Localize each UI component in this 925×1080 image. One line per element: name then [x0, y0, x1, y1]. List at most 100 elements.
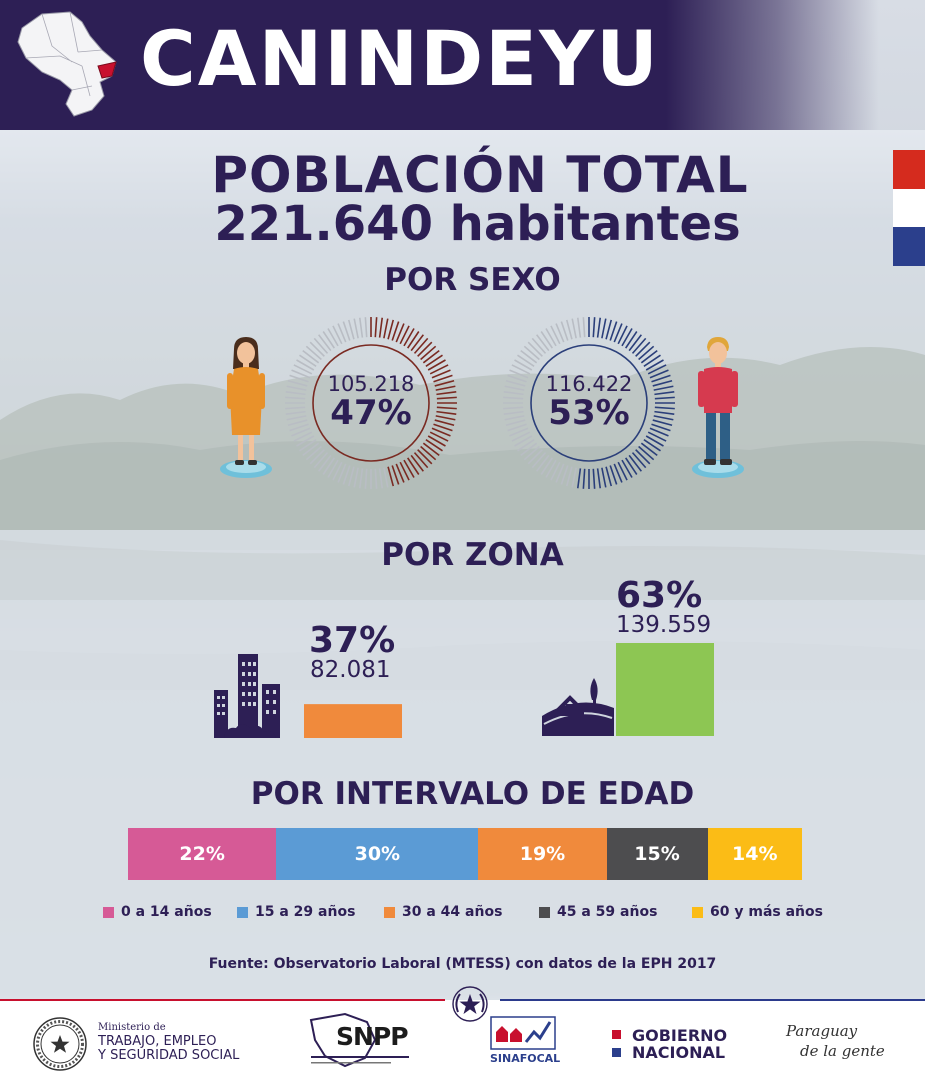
section-title-zone: POR ZONA: [381, 537, 564, 573]
donut-female-tick: [378, 317, 384, 338]
donut-male-tick: [517, 439, 535, 452]
donut-female-tick: [407, 457, 420, 475]
donut-female-tick: [420, 345, 437, 361]
donut-male-tick: [509, 427, 529, 437]
donut-female-tick: [435, 415, 456, 421]
donut-male-tick: [654, 396, 675, 400]
donut-male-tick: [503, 396, 524, 400]
rural-percent: 63%: [616, 575, 703, 616]
donut-male-tick: [628, 454, 642, 472]
donut-female-tick: [436, 410, 457, 416]
donut-female-tick: [342, 465, 351, 485]
donut-male-tick: [621, 459, 633, 478]
donut-male-tick: [640, 350, 658, 364]
donut-male-tick: [507, 374, 527, 383]
donut-label-female: 105.218 47%: [286, 372, 456, 430]
footer-divider-red: [0, 999, 445, 1001]
donut-female-tick: [413, 452, 429, 469]
rural-count: 139.559: [616, 612, 712, 638]
donut-male-tick: [540, 457, 553, 475]
donut-male-tick: [647, 364, 667, 375]
legend-swatch: [539, 906, 550, 918]
woman-figure-icon: [220, 337, 272, 478]
donut-female-tick: [374, 468, 378, 489]
donut-male-tick: [514, 359, 533, 371]
donut-female-tick: [342, 321, 351, 341]
donut-female-tick: [285, 410, 306, 416]
legend-item-1: 0 a 14 años: [103, 904, 212, 920]
donut-male-tick: [638, 345, 655, 361]
donut-male-tick: [601, 318, 607, 339]
donut-female-tick: [435, 385, 456, 391]
donut-female-tick: [332, 325, 343, 345]
donut-female-tick: [395, 323, 405, 343]
age-legend: 0 a 14 años 15 a 29 años 30 a 44 años 45 a …: [0, 904, 925, 924]
donut-male-tick: [505, 379, 526, 387]
donut-male-tick: [536, 454, 550, 472]
donut-chart-male: [503, 317, 675, 489]
age-segment-2: 30%: [276, 828, 479, 880]
donut-male-tick: [605, 466, 613, 487]
age-segment-3: 19%: [478, 828, 607, 880]
donut-female-tick: [327, 459, 339, 478]
donut-female-tick: [434, 419, 455, 427]
donut-female-tick: [285, 390, 306, 396]
zone-bar-chart: [304, 643, 714, 738]
donut-male-tick: [565, 319, 573, 340]
donut-male-tick: [523, 345, 540, 361]
gobierno-blue-square: [612, 1048, 621, 1057]
donut-male-tick: [605, 319, 613, 340]
donut-female-tick: [302, 442, 320, 456]
donut-female-tick: [299, 354, 317, 367]
donut-female-tick: [429, 431, 449, 442]
donut-female-tick: [296, 359, 315, 371]
age-segment-1: 22%: [128, 828, 277, 880]
donut-male-tick: [631, 452, 647, 469]
population-total: 221.640 habitantes: [214, 196, 741, 252]
gobierno-line1: GOBIERNO: [632, 1026, 728, 1045]
donut-female-tick: [403, 328, 415, 347]
donut-male-tick: [635, 449, 651, 465]
donut-male-tick: [517, 354, 535, 367]
donut-female-tick: [417, 341, 433, 357]
donut-male-tick: [527, 449, 543, 465]
donut-male-tick: [531, 452, 547, 469]
donut-female-tick: [420, 445, 437, 461]
donut-male-tick: [550, 461, 561, 481]
donut-female-tick: [378, 468, 384, 489]
donut-male-tick: [635, 341, 651, 357]
donut-male-tick: [511, 364, 531, 375]
ministry-label-line1: TRABAJO, EMPLEO: [98, 1034, 217, 1049]
donut-male-tick: [625, 331, 638, 349]
donut-male-tick: [555, 323, 565, 343]
donut-female-tick: [410, 454, 424, 472]
donut-female-tick: [433, 423, 453, 432]
donut-male-tick: [654, 406, 675, 410]
national-star-seal-icon: [452, 986, 488, 1022]
donut-male-tick: [504, 385, 525, 391]
donut-female-tick: [407, 331, 420, 349]
urban-percent: 37%: [309, 620, 396, 661]
donut-female-tick: [436, 396, 457, 400]
donut-male-tick: [582, 317, 586, 338]
donut-female-tick: [318, 334, 332, 352]
donut-female-tick: [291, 369, 311, 379]
donut-male-tick: [520, 350, 538, 364]
donut-male-tick: [643, 439, 661, 452]
donut-female-tick: [417, 449, 433, 465]
donut-female-tick: [387, 466, 395, 487]
gobierno-line2: NACIONAL: [632, 1043, 726, 1062]
donut-female-tick: [337, 323, 347, 343]
donut-female-tick: [287, 419, 308, 427]
donut-male-tick: [596, 468, 602, 489]
donut-inner-ring-female: [312, 344, 430, 462]
donut-female-tick: [399, 461, 410, 481]
donut-male-tick: [638, 445, 655, 461]
man-figure-icon: [692, 337, 744, 478]
donut-female-tick: [358, 468, 364, 489]
donut-female-tick: [399, 325, 410, 345]
donut-male-tick: [503, 390, 524, 396]
donut-male-tick: [621, 328, 633, 347]
donut-male-tick: [651, 374, 671, 383]
donut-male-tick: [617, 325, 628, 345]
